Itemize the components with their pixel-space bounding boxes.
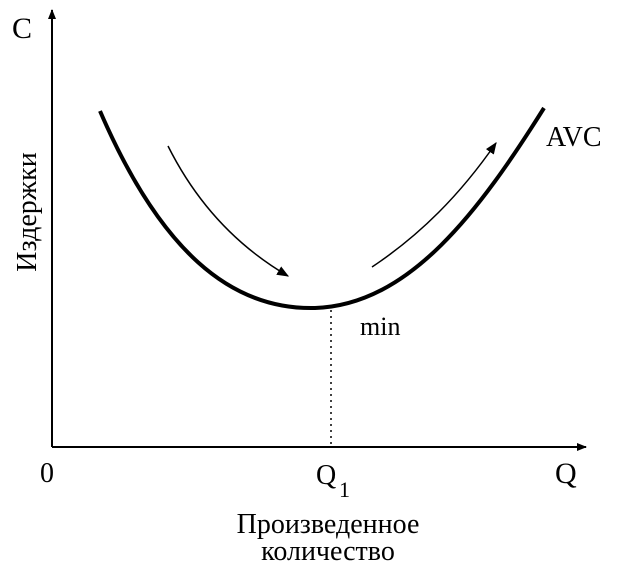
avc-series-label: AVC [546, 122, 602, 153]
x-axis-symbol: Q [555, 457, 577, 490]
min-label: min [360, 312, 400, 341]
q1-subscript: 1 [339, 477, 350, 502]
x-axis-title-line-1: Произведенное [237, 509, 420, 540]
decrease-arrow [167, 145, 290, 277]
q1-tick-label: Q 1 [316, 460, 350, 502]
origin-label: 0 [40, 458, 54, 489]
y-axis-title: Издержки [12, 152, 43, 271]
y-axis-symbol: C [12, 12, 32, 45]
avc-series-line [98, 106, 546, 311]
increase-arrow [371, 142, 497, 268]
x-axis-title-line-2: количество [261, 536, 395, 566]
q1-label: Q [316, 460, 336, 491]
